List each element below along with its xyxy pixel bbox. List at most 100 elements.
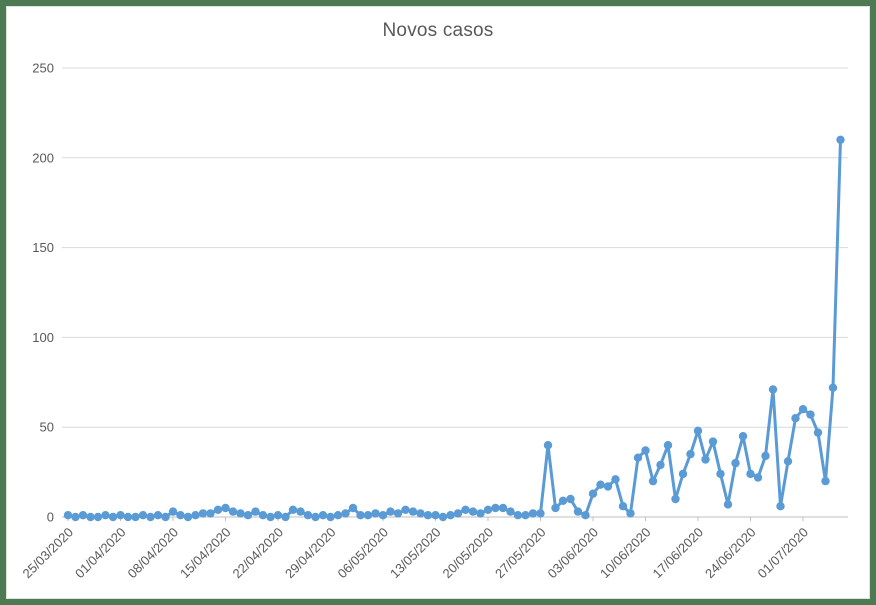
data-point-marker (371, 509, 380, 518)
data-point-marker (318, 511, 328, 520)
data-point-marker (348, 503, 358, 513)
data-point-marker (483, 505, 493, 514)
data-point-marker (423, 511, 433, 520)
data-point-marker (603, 482, 613, 491)
data-point-marker (513, 511, 523, 520)
data-point-marker (63, 511, 73, 520)
data-point-marker (768, 385, 778, 394)
data-point-marker (551, 503, 560, 513)
data-point-marker (183, 512, 193, 522)
x-tick-label: 03/06/2020 (544, 525, 601, 582)
data-point-marker (663, 441, 673, 450)
data-point-marker (221, 503, 230, 513)
data-point-marker (378, 511, 388, 520)
data-point-marker (626, 509, 635, 518)
data-point-marker (71, 512, 80, 522)
data-point-marker (138, 511, 148, 520)
data-point-marker (213, 505, 223, 514)
data-point-marker (153, 511, 163, 520)
data-point-marker (776, 502, 785, 511)
data-point-marker (656, 460, 665, 470)
data-point-marker (821, 476, 830, 486)
data-point-marker (708, 437, 718, 446)
x-tick-label: 17/06/2020 (649, 525, 706, 582)
data-point-marker (416, 509, 425, 518)
data-point-marker (236, 509, 245, 518)
data-point-marker (813, 428, 823, 437)
data-point-marker (258, 511, 268, 520)
data-point-marker (273, 511, 283, 520)
x-tick-label: 08/04/2020 (124, 525, 181, 582)
data-point-marker (243, 511, 253, 520)
data-point-marker (198, 509, 208, 518)
data-point-marker (191, 511, 200, 520)
data-point-marker (798, 405, 808, 414)
data-point-marker (131, 512, 140, 522)
data-point-marker (446, 511, 455, 520)
x-tick-label: 06/05/2020 (334, 525, 391, 582)
data-point-marker (431, 511, 440, 520)
y-tick-label: 0 (47, 510, 54, 525)
x-tick-label: 01/07/2020 (754, 525, 811, 582)
data-point-marker (356, 511, 365, 520)
data-point-marker (168, 507, 178, 516)
data-point-marker (716, 469, 725, 479)
data-point-marker (588, 489, 598, 498)
data-point-marker (678, 469, 688, 479)
data-point-marker (266, 512, 275, 522)
data-point-marker (108, 512, 118, 522)
data-point-marker (281, 512, 290, 522)
data-point-marker (761, 451, 770, 461)
y-tick-label: 100 (32, 330, 54, 345)
data-point-marker (78, 511, 88, 520)
data-point-marker (558, 496, 568, 505)
data-point-marker (101, 511, 110, 520)
data-point-marker (806, 410, 815, 419)
data-point-marker (116, 511, 125, 520)
data-point-marker (401, 505, 410, 514)
data-point-marker (731, 458, 740, 468)
x-tick-label: 29/04/2020 (282, 525, 339, 582)
x-tick-label: 20/05/2020 (439, 525, 496, 582)
data-point-marker (581, 511, 590, 520)
series-line (66, 138, 842, 519)
data-point-marker (746, 469, 755, 479)
data-point-marker (251, 507, 260, 516)
chart-title: Novos casos (382, 20, 494, 41)
x-tick-label: 01/04/2020 (72, 525, 129, 582)
data-point-marker (438, 512, 448, 522)
data-point-marker (611, 475, 620, 484)
data-point-marker (671, 494, 680, 504)
data-point-marker (341, 509, 350, 518)
data-point-marker (333, 511, 343, 520)
data-point-marker (476, 509, 485, 518)
x-tick-label: 22/04/2020 (229, 525, 286, 582)
data-point-marker (753, 473, 763, 482)
data-point-marker (288, 505, 298, 514)
data-point-marker (468, 507, 478, 516)
data-point-marker (93, 512, 103, 522)
data-point-marker (723, 500, 733, 509)
data-point-marker (573, 507, 583, 516)
data-point-marker (521, 511, 530, 520)
data-point-marker (176, 511, 185, 520)
data-point-marker (791, 414, 800, 423)
data-point-marker (836, 135, 845, 144)
data-point-marker (206, 509, 215, 518)
data-point-marker (86, 512, 95, 522)
data-point-marker (311, 512, 320, 522)
chart-svg: 0 50 100 150 200 250 25/03/202001/04/202008/04… (19, 61, 848, 582)
data-point-marker (363, 511, 373, 520)
data-point-marker (146, 512, 155, 522)
x-tick-label: 15/04/2020 (177, 525, 234, 582)
data-point-marker (408, 507, 418, 516)
data-point-marker (648, 476, 658, 486)
y-tick-label: 250 (32, 61, 54, 76)
data-point-marker (453, 509, 463, 518)
x-tick-label: 24/06/2020 (702, 525, 759, 582)
data-point-marker (461, 505, 470, 514)
data-point-marker (566, 494, 575, 504)
data-point-marker (596, 480, 605, 489)
y-tick-label: 150 (32, 240, 54, 255)
